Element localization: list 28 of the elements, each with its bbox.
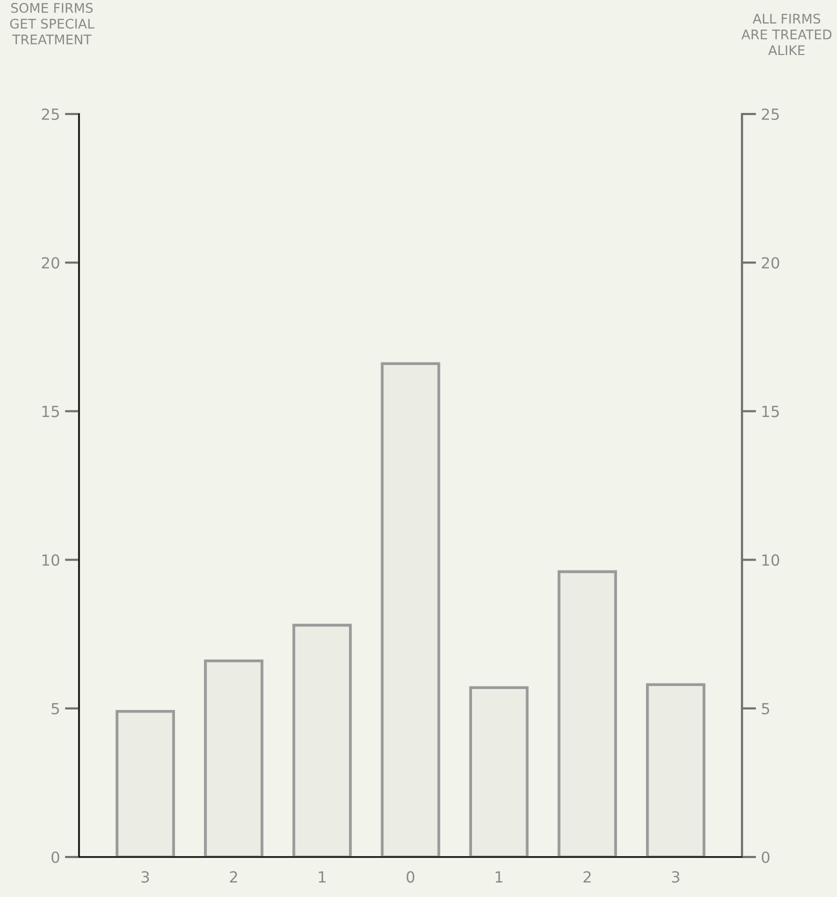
bar <box>558 570 617 857</box>
x-tick-label: 2 <box>584 871 591 882</box>
x-tick-label: 3 <box>142 871 149 883</box>
y2-axis-title: ALL FIRMS ARE TREATED ALIKE <box>741 14 832 56</box>
y2-tick-label: 10 <box>762 554 780 566</box>
y2-tick-label: 25 <box>762 108 779 120</box>
bar <box>292 624 352 857</box>
x-tick-label: 2 <box>230 871 238 882</box>
bar <box>116 710 175 857</box>
x-tick-label: 1 <box>318 871 326 882</box>
x-tick-label: 1 <box>496 871 502 882</box>
y-tick-label: 5 <box>52 703 59 714</box>
bar <box>469 686 529 857</box>
y-tick-label: 10 <box>42 554 60 566</box>
bar <box>204 659 264 857</box>
y2-tick-label: 15 <box>762 406 779 418</box>
bar <box>380 362 440 857</box>
y2-tick-label: 5 <box>762 703 770 714</box>
y-tick-label: 25 <box>42 108 59 120</box>
y-axis-title: SOME FIRMS GET SPECIAL TREATMENT <box>10 2 94 44</box>
y2-tick-label: 20 <box>762 257 780 269</box>
y-tick-label: 15 <box>42 406 59 418</box>
bar <box>646 683 706 857</box>
y-tick-label: 0 <box>52 851 60 864</box>
y-tick-label: 20 <box>42 257 60 269</box>
x-tick-label: 0 <box>406 871 414 883</box>
x-tick-label: 3 <box>672 871 680 883</box>
y2-tick-label: 0 <box>762 851 770 864</box>
